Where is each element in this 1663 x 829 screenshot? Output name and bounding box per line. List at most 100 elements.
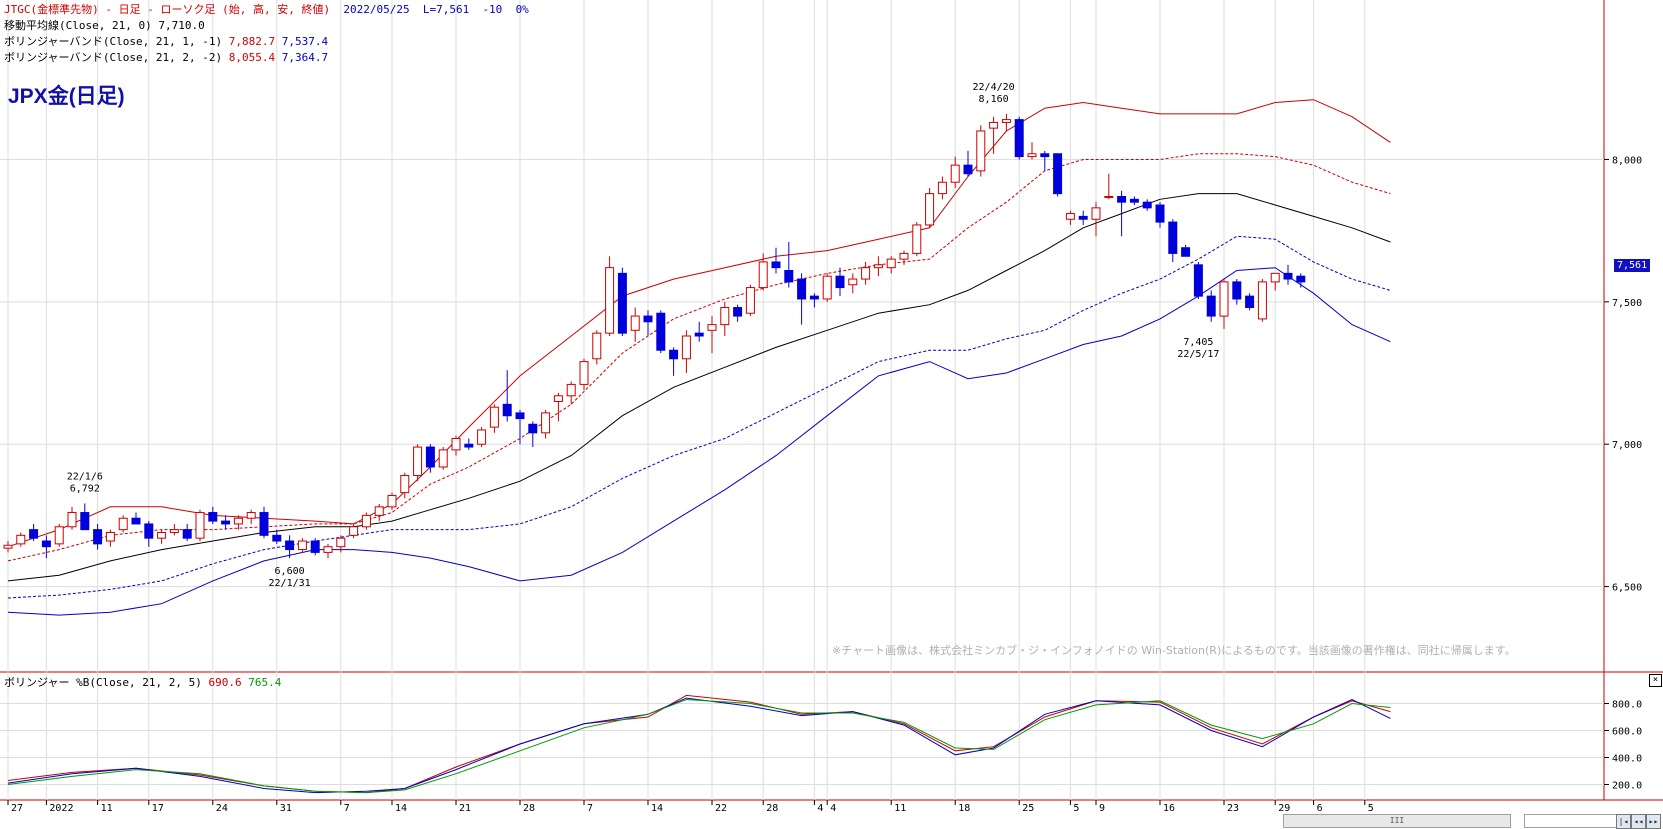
annotation-text: 22/1/6 — [67, 471, 103, 482]
annotation-text: 8,160 — [979, 94, 1009, 105]
candle-body — [630, 315, 640, 331]
candle-body — [67, 512, 77, 528]
candle-body — [1104, 195, 1114, 198]
candle-body — [489, 406, 499, 428]
nav-first-button[interactable]: |◂ — [1616, 814, 1631, 829]
candle-body — [873, 264, 883, 269]
candle-body — [1014, 119, 1024, 158]
candle-body — [643, 315, 653, 323]
candle-body — [502, 403, 512, 417]
candle-body — [976, 130, 986, 172]
bb1-label: ボリンジャーバンド(Close, 21, 1, -1) — [4, 35, 223, 48]
candle-body — [233, 517, 243, 525]
price-change: -10 — [482, 3, 503, 16]
candle-body — [259, 512, 269, 536]
candle-body — [1270, 272, 1280, 283]
candle-body — [182, 529, 192, 539]
candle-body — [80, 512, 90, 531]
header-line-3: ボリンジャーバンド(Close, 21, 1, -1) 7,882.7 7,53… — [4, 34, 328, 50]
candle-body — [54, 526, 64, 545]
candle-body — [438, 449, 448, 468]
horizontal-scrollbar[interactable]: III — [1283, 814, 1511, 828]
pctb-value-1: 690.6 — [208, 676, 242, 689]
candle-body — [323, 546, 333, 553]
price-tick-label: 8,000 — [1612, 155, 1642, 166]
annotation-text: 22/4/20 — [973, 82, 1015, 93]
bb1-lower-line — [7, 235, 1391, 599]
candle-body — [848, 278, 858, 286]
bb1-lower-value: 7,537.4 — [281, 35, 329, 48]
date-tick-label: 5 — [1368, 803, 1374, 814]
date-tick-label: 11 — [894, 803, 906, 814]
date-tick-label: 9 — [1099, 803, 1105, 814]
candle-body — [349, 526, 359, 536]
date-tick-label: 28 — [766, 803, 778, 814]
candle-body — [1232, 281, 1242, 300]
candle-body — [1219, 281, 1229, 317]
candle-body — [1040, 153, 1050, 158]
price-change-pct: 0% — [515, 3, 529, 16]
candle-body — [477, 429, 487, 445]
candle-body — [707, 324, 717, 331]
copyright-notice: ※チャート画像は、株式会社ミンカブ・ジ・インフォノイドの Win-Station… — [832, 644, 1516, 657]
candle-body — [617, 272, 627, 334]
candlesticks — [3, 113, 1306, 559]
close-pane-button[interactable]: × — [1649, 674, 1662, 687]
date-tick-label: 14 — [395, 803, 407, 814]
date-tick-label: 22 — [715, 803, 727, 814]
pctb-tick-label: 800.0 — [1612, 700, 1642, 711]
ma21-line — [7, 193, 1391, 582]
candle-body — [937, 181, 947, 195]
date-tick-label: 28 — [523, 803, 535, 814]
candle-body — [605, 267, 615, 334]
candle-body — [3, 544, 13, 549]
candle-body — [1283, 272, 1293, 280]
date-tick-label: 27 — [11, 803, 23, 814]
nav-back-button[interactable]: ◂◂ — [1631, 814, 1646, 829]
candle-body — [694, 332, 704, 337]
bb1-upper-value: 7,882.7 — [228, 35, 276, 48]
candle-body — [669, 349, 679, 360]
candle-body — [221, 520, 231, 525]
date-tick-label: 5 — [1073, 803, 1079, 814]
bb2-upper-value: 8,055.4 — [228, 51, 276, 64]
date-tick-label: 6 — [1317, 803, 1323, 814]
date-tick-label: 29 — [1278, 803, 1290, 814]
last-price-tag: 7,561 — [1613, 258, 1652, 273]
grid-lines — [0, 0, 1604, 800]
price-pane-frame — [0, 0, 1604, 672]
candle-body — [1117, 195, 1127, 203]
ma-value: 7,710.0 — [158, 19, 205, 32]
candle-body — [886, 258, 896, 269]
candle-body — [131, 517, 141, 525]
candle-body — [1206, 295, 1216, 317]
candle-body — [989, 121, 999, 129]
candle-body — [784, 270, 794, 283]
candle-body — [157, 531, 167, 539]
date-axis: 27 2022 11 17 24 31 7 14 21 28 7 14 22 28 4 4 11 18 25 5 9 16… — [7, 800, 1374, 814]
candle-body — [310, 540, 320, 553]
candle-body — [208, 512, 218, 522]
date-tick-label: 23 — [1227, 803, 1239, 814]
date-tick-label: 16 — [1163, 803, 1175, 814]
instrument-code: JTGC — [4, 3, 31, 16]
pctb-label: ボリンジャー %B(Close, 21, 2, 5) — [4, 676, 202, 689]
zoom-slider[interactable] — [1524, 814, 1618, 828]
candle-body — [1168, 221, 1178, 254]
candle-body — [912, 224, 922, 254]
ma-label: 移動平均線(Close, 21, 0) — [4, 19, 152, 32]
candle-body — [1181, 247, 1191, 257]
candle-body — [797, 278, 807, 300]
candle-body — [592, 332, 602, 360]
bb2-lower-line — [7, 267, 1391, 616]
candle-body — [861, 267, 871, 280]
candle-body — [374, 506, 384, 516]
nav-forward-button[interactable]: ▸▸ — [1646, 814, 1661, 829]
candle-body — [195, 512, 205, 539]
pctb-tick-label: 400.0 — [1612, 754, 1642, 765]
candle-body — [246, 512, 256, 519]
candle-body — [1053, 153, 1063, 195]
candle-body — [16, 534, 26, 545]
price-tick-label: 7,500 — [1612, 298, 1642, 309]
